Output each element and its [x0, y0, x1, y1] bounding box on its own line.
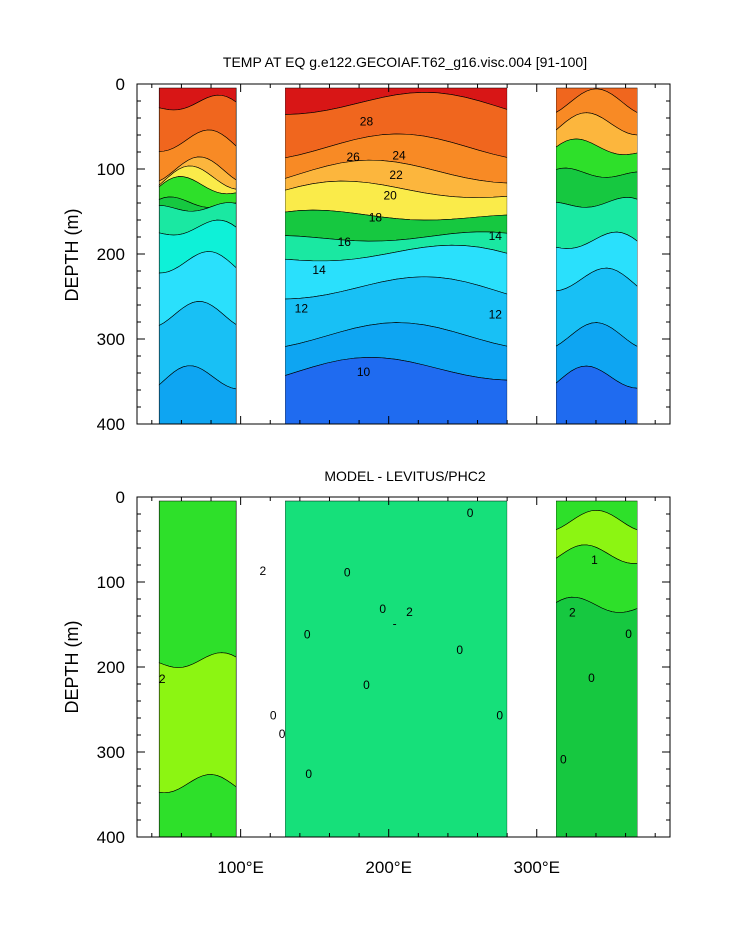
land-mask	[507, 497, 556, 837]
land-mask	[237, 84, 246, 424]
contour-label: 12	[489, 307, 503, 321]
contour-label: -	[393, 617, 397, 631]
y-tick-label: 100	[97, 160, 125, 179]
contour-label: 0	[270, 708, 277, 722]
x-tick-label: 300°E	[513, 858, 560, 877]
contour-label: 0	[467, 506, 474, 520]
contour-label: 2	[569, 606, 576, 620]
contour-label: 10	[357, 365, 371, 379]
temperature-panel: TEMP AT EQ g.e122.GECOIAF.T62_g16.visc.0…	[62, 54, 671, 434]
contour-label: 0	[279, 727, 286, 741]
temperature-y-axis-label: DEPTH (m)	[62, 209, 82, 302]
contour-label: 14	[489, 229, 503, 243]
contour-band	[158, 500, 237, 668]
contour-label: 0	[560, 753, 567, 767]
difference-y-axis-label: DEPTH (m)	[62, 621, 82, 714]
land-mask	[237, 497, 246, 837]
contour-label: 16	[338, 235, 352, 249]
contour-label: 0	[456, 643, 463, 657]
contour-label: 1	[591, 553, 598, 567]
x-tick-label: 200°E	[365, 858, 412, 877]
contour-label: 20	[383, 188, 397, 202]
contour-label: 0	[625, 627, 632, 641]
y-tick-label: 200	[97, 245, 125, 264]
contour-label: 22	[389, 168, 403, 182]
contour-band	[284, 500, 508, 838]
contour-label: 0	[305, 767, 312, 781]
difference-panel: MODEL - LEVITUS/PHC2 000 2-20002000021000…	[62, 468, 671, 877]
y-tick-label: 0	[116, 488, 125, 507]
contour-label: 0	[379, 602, 386, 616]
contour-label: 0	[588, 671, 595, 685]
y-tick-label: 300	[97, 330, 125, 349]
contour-label: 0	[363, 678, 370, 692]
contour-label: 0	[344, 566, 351, 580]
y-tick-label: 400	[97, 828, 125, 847]
land-mask	[270, 497, 275, 837]
contour-label: 12	[295, 301, 309, 315]
difference-chart-title: MODEL - LEVITUS/PHC2	[324, 468, 486, 484]
y-tick-label: 0	[116, 75, 125, 94]
contour-label: 2	[406, 605, 413, 619]
contour-label: 0	[496, 708, 503, 722]
contour-label: 0	[304, 628, 311, 642]
contour-label: 18	[369, 210, 383, 224]
temperature-chart-title: TEMP AT EQ g.e122.GECOIAF.T62_g16.visc.0…	[223, 54, 587, 70]
contour-label: 24	[392, 148, 406, 162]
y-tick-label: 400	[97, 415, 125, 434]
land-mask	[279, 497, 286, 837]
contour-label: 2	[159, 672, 166, 686]
contour-band	[158, 652, 237, 794]
contour-label: 28	[360, 114, 374, 128]
y-tick-label: 100	[97, 573, 125, 592]
land-mask	[279, 84, 286, 424]
land-mask	[507, 84, 556, 424]
x-tick-label: 100°E	[217, 858, 264, 877]
contour-label: 26	[346, 150, 360, 164]
contour-label: 2	[260, 564, 267, 578]
contour-label: 14	[312, 263, 326, 277]
land-mask	[270, 84, 275, 424]
y-tick-label: 300	[97, 743, 125, 762]
y-tick-label: 200	[97, 658, 125, 677]
